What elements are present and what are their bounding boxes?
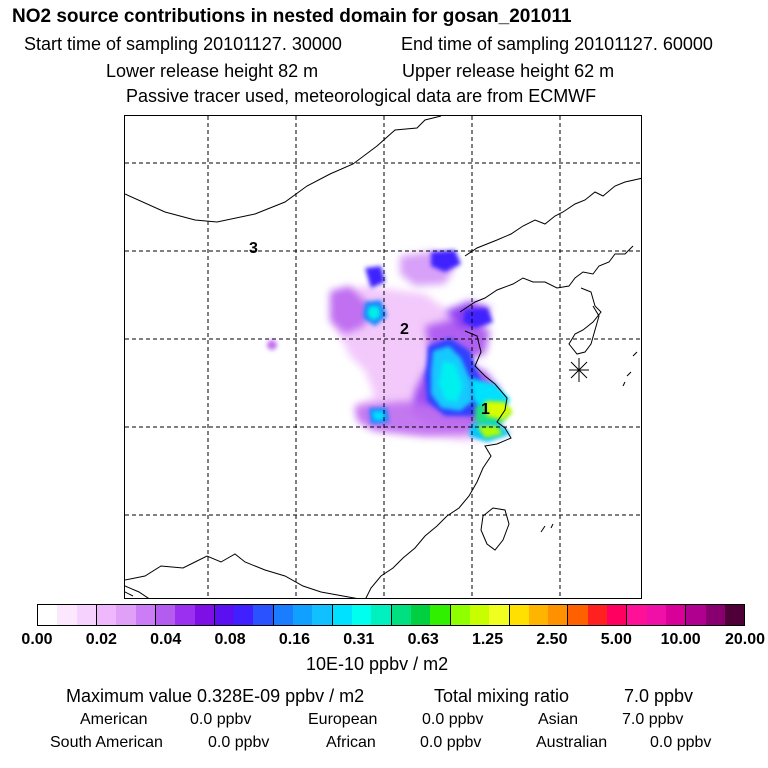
tracer-note-text: Passive tracer used, meteorological data… [126, 86, 597, 106]
colorbar-segment [38, 605, 58, 625]
colorbar-tick-label: 20.00 [724, 631, 766, 648]
map-panel[interactable]: 3 2 1 [124, 115, 642, 599]
colorbar-tick-label: 0.02 [85, 631, 117, 648]
colorbar-segment [135, 605, 156, 625]
maximum-value-text: Maximum value 0.328E-09 ppbv / m2 [66, 686, 365, 706]
colorbar-tick-label: 0.00 [21, 631, 53, 648]
start-time-text: Start time of sampling 20101127. 30000 [24, 34, 342, 54]
colorbar-unit: 10E-10 ppbv / m2 [306, 654, 449, 674]
colorbar-tick-label: 5.00 [600, 631, 632, 648]
total-mixing-value: 7.0 ppbv [624, 686, 694, 706]
source-name-australian: Australian [536, 734, 608, 751]
colorbar-segment [214, 605, 235, 625]
end-time-text: End time of sampling 20101127. 60000 [401, 34, 713, 54]
colorbar-segment [568, 605, 588, 625]
colorbar-segment [332, 605, 352, 625]
colorbar-segment [352, 605, 372, 625]
colorbar-tick-label: 1.25 [471, 631, 504, 648]
total-mixing-label: Total mixing ratio [434, 686, 570, 706]
colorbar-segment [312, 605, 333, 625]
colorbar-segment [705, 605, 725, 625]
colorbar-segment [175, 605, 195, 625]
source-value-american: 0.0 ppbv [190, 711, 252, 728]
colorbar-segment [450, 605, 470, 625]
colorbar-tick-label: 0.31 [343, 631, 375, 648]
colorbar-segment [528, 605, 549, 625]
plot-title: NO2 source contributions in nested domai… [12, 6, 572, 27]
source-name-african: African [326, 734, 376, 751]
colorbar-segment [666, 605, 687, 625]
region-label-3: 3 [249, 240, 258, 257]
colorbar-segment [607, 605, 628, 625]
colorbar-segment [57, 605, 77, 625]
upper-release-text: Upper release height 62 m [402, 61, 615, 81]
colorbar-segment [273, 605, 294, 625]
colorbar-segment [627, 605, 647, 625]
source-value-asian: 7.0 ppbv [622, 711, 684, 728]
colorbar-segment [509, 605, 529, 625]
colorbar-segment [646, 605, 666, 625]
receptor-star-icon[interactable] [569, 358, 589, 382]
source-value-african: 0.0 ppbv [420, 734, 482, 751]
source-name-south-american: South American [50, 734, 163, 751]
colorbar-segment [410, 605, 431, 625]
colorbar-segment [724, 605, 745, 625]
source-value-australian: 0.0 ppbv [650, 734, 712, 751]
colorbar-segment [587, 605, 608, 625]
colorbar-tick-label: 0.63 [407, 631, 439, 648]
colorbar-segment [116, 605, 136, 625]
colorbar-segment [548, 605, 569, 625]
colorbar-tick-label: 10.00 [660, 631, 701, 648]
colorbar-segment [96, 605, 117, 625]
source-name-american: American [80, 711, 148, 728]
map-canvas [125, 116, 641, 598]
source-name-asian: Asian [538, 711, 579, 728]
source-value-european: 0.0 ppbv [422, 711, 484, 728]
source-name-european: European [308, 711, 378, 728]
colorbar-segment [293, 605, 313, 625]
lat-lon-grid [125, 116, 641, 598]
colorbar-segment [489, 605, 510, 625]
colorbar-segment [194, 605, 215, 625]
colorbar-tick-label: 0.04 [150, 631, 182, 648]
lower-release-text: Lower release height 82 m [106, 61, 319, 81]
coastline-layer [125, 116, 641, 598]
colorbar-segment [76, 605, 97, 625]
colorbar-tick-label: 2.50 [536, 631, 568, 648]
colorbar-tick-label: 0.16 [278, 631, 311, 648]
colorbar-segment [253, 605, 274, 625]
colorbar-segment [371, 605, 392, 625]
colorbar-segment [430, 605, 451, 625]
colorbar [37, 604, 745, 626]
plume-layer [267, 250, 513, 442]
colorbar-segment [686, 605, 706, 625]
colorbar-segment [234, 605, 254, 625]
colorbar-segment [391, 605, 411, 625]
colorbar-tick-label: 0.08 [214, 631, 246, 648]
colorbar-segment [469, 605, 490, 625]
region-label-1: 1 [481, 401, 490, 418]
colorbar-segment [155, 605, 176, 625]
source-value-south-american: 0.0 ppbv [208, 734, 270, 751]
region-label-2: 2 [400, 321, 409, 338]
